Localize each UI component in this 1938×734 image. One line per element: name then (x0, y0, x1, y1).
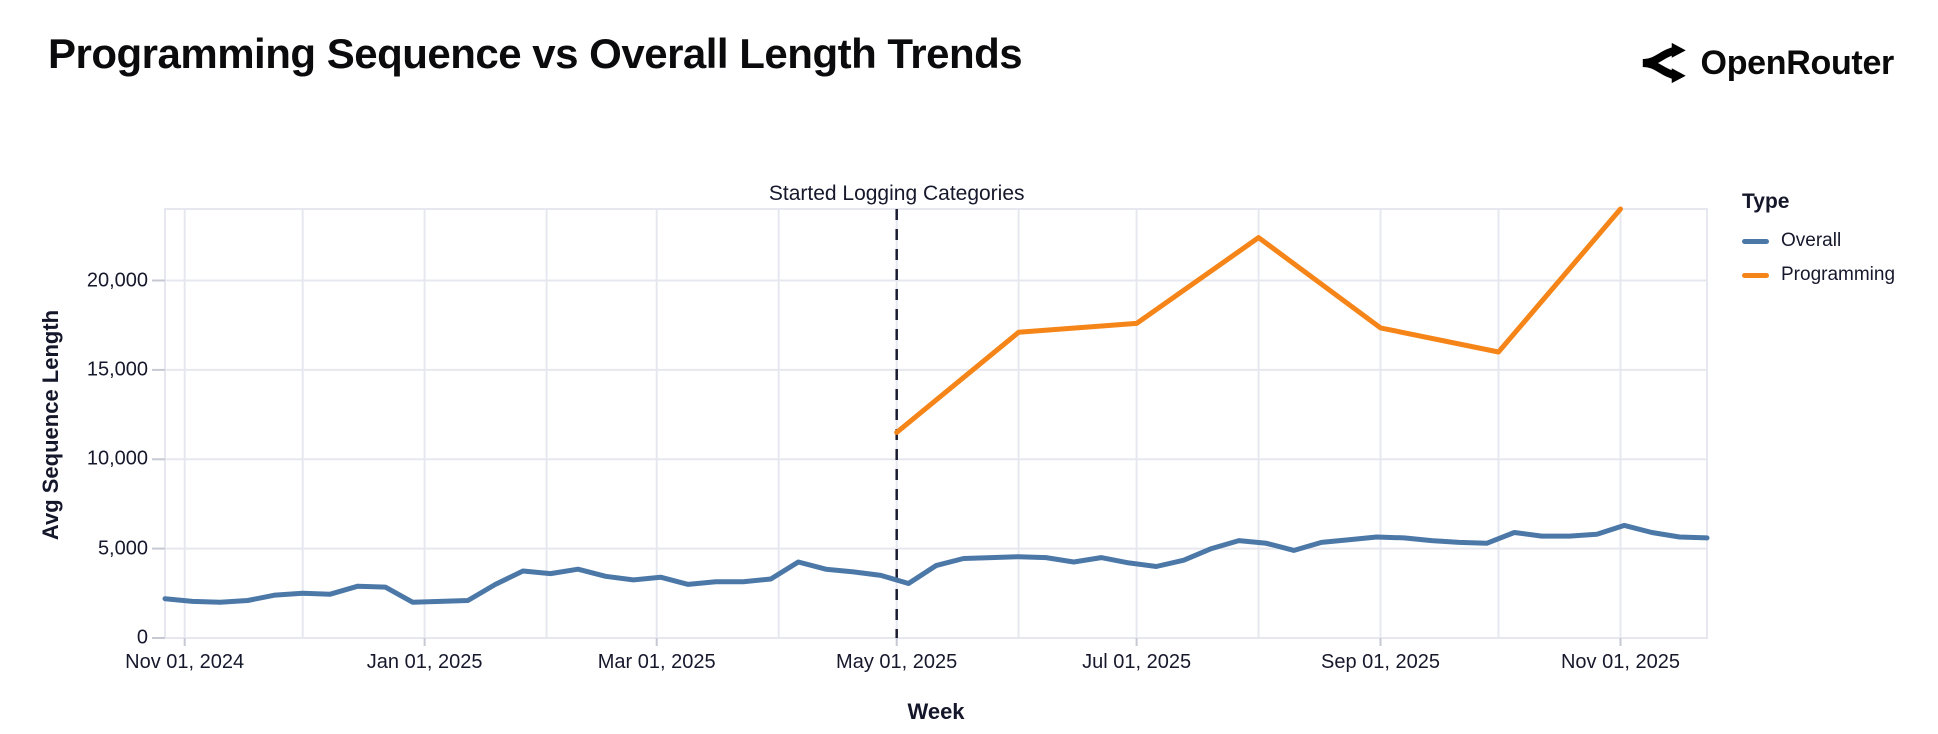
legend-items: Overall Programming (1742, 230, 1895, 287)
legend: Type Overall Programming (1742, 190, 1895, 298)
legend-label: Overall (1781, 230, 1842, 251)
legend-label: Programming (1781, 263, 1896, 285)
openrouter-logo[interactable]: OpenRouter (1640, 42, 1894, 84)
series-programming-line (894, 206, 1623, 435)
x-axis-title: Week (907, 699, 965, 724)
x-tick-label: Mar 01, 2025 (597, 651, 716, 673)
y-tick-label: 15,000 (86, 358, 148, 381)
x-tick-label: Nov 01, 2025 (1560, 651, 1680, 673)
annotation-label: Started Logging Categories (768, 182, 1025, 205)
legend-item-programming: Programming (1742, 264, 1895, 287)
y-tick-label: 0 (136, 626, 148, 649)
series-overall-line (162, 522, 1710, 605)
page-title: Programming Sequence vs Overall Length T… (48, 30, 1023, 77)
openrouter-icon (1642, 42, 1686, 84)
y-tick-label: 5,000 (97, 537, 148, 560)
legend-item-overall: Overall (1742, 230, 1895, 253)
legend-swatch-overall (1742, 238, 1769, 244)
x-tick-label: May 01, 2025 (836, 651, 958, 673)
y-tick-label: 20,000 (86, 269, 148, 291)
legend-swatch-programming (1742, 272, 1769, 278)
x-tick-label: Jan 01, 2025 (366, 651, 483, 673)
brand-name: OpenRouter (1700, 43, 1895, 82)
x-tick-label: Nov 01, 2024 (125, 651, 245, 673)
legend-title: Type (1742, 190, 1790, 213)
y-axis-title: Avg Sequence Length (38, 309, 63, 541)
y-tick-label: 10,000 (86, 447, 148, 470)
x-tick-label: Sep 01, 2025 (1321, 651, 1440, 673)
x-tick-label: Jul 01, 2025 (1082, 651, 1192, 673)
